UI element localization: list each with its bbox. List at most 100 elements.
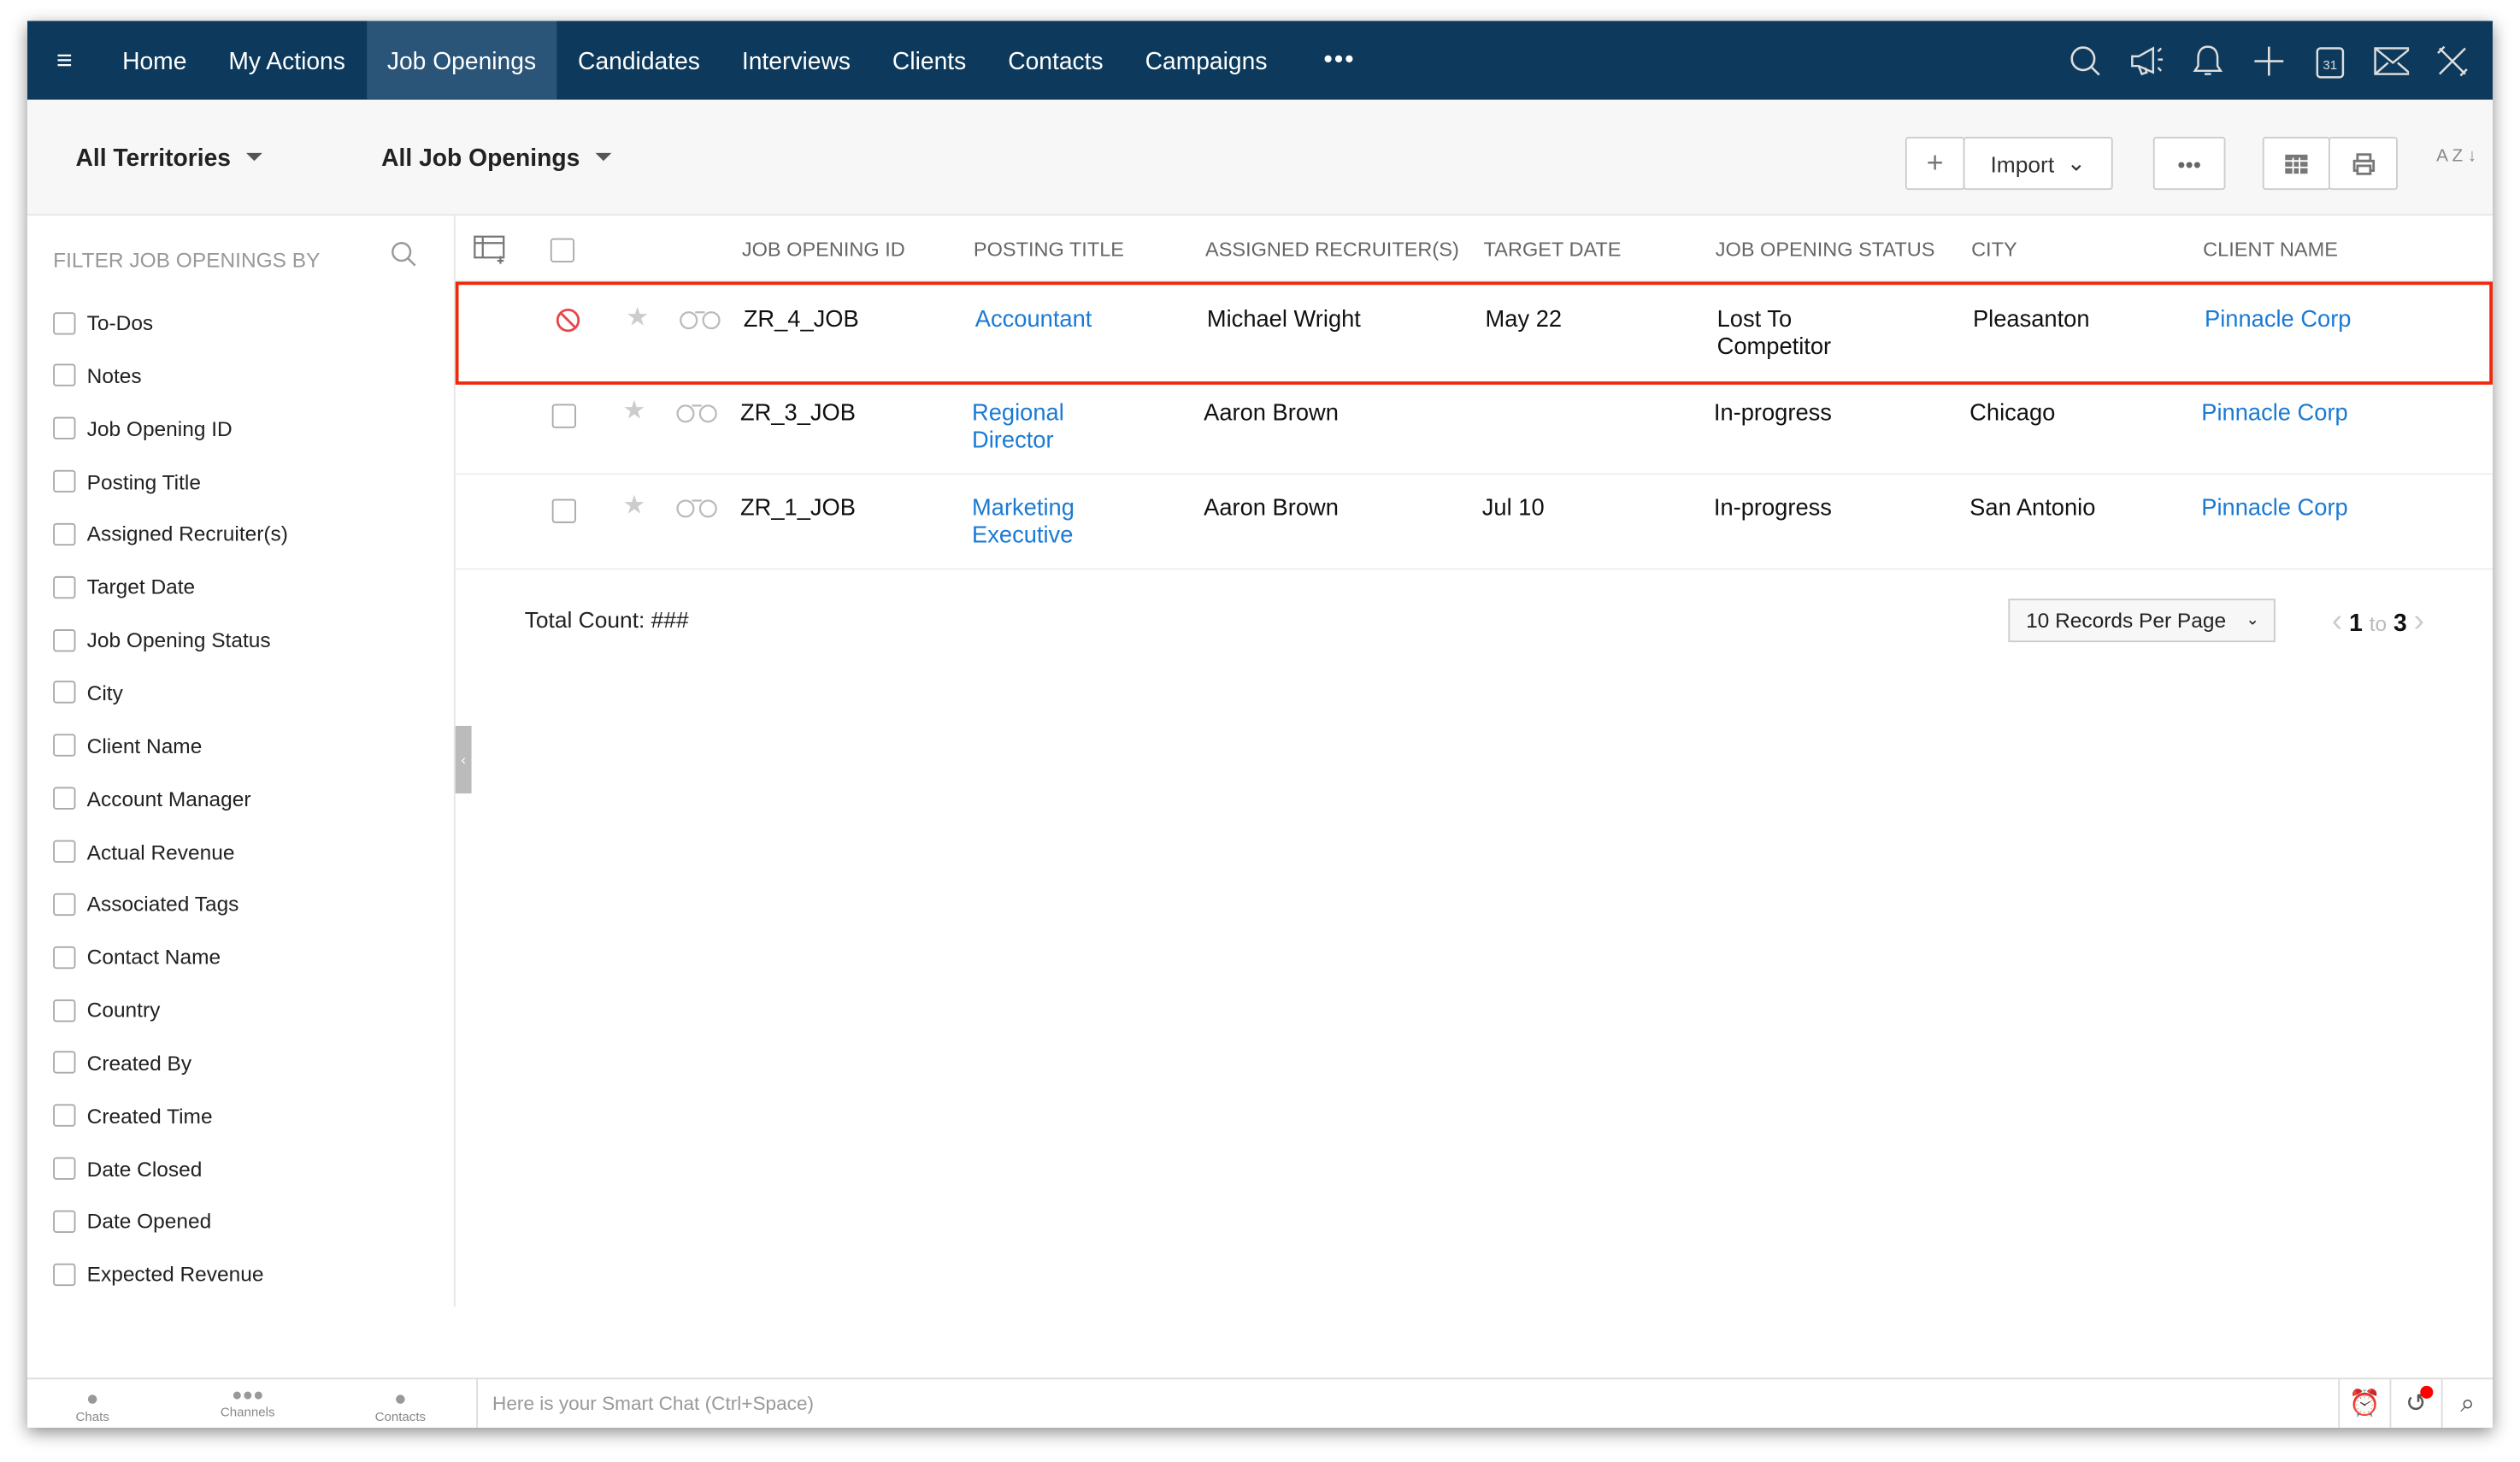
filter-checkbox[interactable]	[53, 628, 76, 651]
view-dropdown[interactable]: All Job Openings	[381, 144, 612, 172]
column-header-job-opening-id[interactable]: JOB OPENING ID	[741, 238, 905, 261]
filter-checkbox[interactable]	[53, 1104, 76, 1128]
table-view-button[interactable]	[2262, 137, 2330, 191]
filter-checkbox[interactable]	[53, 575, 76, 598]
filter-checkbox[interactable]	[53, 681, 76, 704]
import-button[interactable]: Import ⌄	[1963, 137, 2113, 191]
tab-home[interactable]: Home	[122, 48, 187, 76]
client-name-link[interactable]: Pinnacle Corp	[2201, 400, 2348, 427]
table-row[interactable]: ★ ZR_3_JOB Regional Director Aaron Brown In-…	[455, 378, 2493, 475]
plus-icon[interactable]	[2252, 43, 2287, 78]
filter-checkbox[interactable]	[53, 311, 76, 334]
filter-item[interactable]: Created Time	[53, 1104, 213, 1128]
filter-checkbox[interactable]	[53, 1263, 76, 1286]
star-icon[interactable]: ★	[622, 492, 646, 521]
filter-checkbox[interactable]	[53, 840, 76, 864]
filter-checkbox[interactable]	[53, 1210, 76, 1233]
tab-campaigns[interactable]: Campaigns	[1145, 48, 1268, 76]
row-checkbox[interactable]	[551, 404, 576, 428]
megaphone-icon[interactable]	[2129, 43, 2164, 78]
filter-item[interactable]: Actual Revenue	[53, 840, 234, 864]
filter-item[interactable]: Date Closed	[53, 1157, 202, 1181]
filter-item[interactable]: Expected Revenue	[53, 1262, 263, 1287]
history-icon[interactable]: ↺	[2389, 1379, 2441, 1428]
chats-button[interactable]: ● Chats	[75, 1386, 109, 1424]
filter-checkbox[interactable]	[53, 734, 76, 758]
channels-button[interactable]: ●●● Channels	[221, 1386, 275, 1420]
next-page-icon[interactable]: ›	[2413, 603, 2425, 640]
filter-item[interactable]: Posting Title	[53, 469, 201, 493]
sort-button[interactable]: A Z ↓	[2436, 146, 2477, 166]
print-button[interactable]	[2328, 137, 2398, 191]
filter-checkbox[interactable]	[53, 946, 76, 969]
filter-item[interactable]: Account Manager	[53, 787, 250, 811]
menu-icon[interactable]: ≡	[56, 44, 73, 75]
client-name-link[interactable]: Pinnacle Corp	[2205, 307, 2352, 333]
smart-chat-input[interactable]: Here is your Smart Chat (Ctrl+Space)	[476, 1379, 2343, 1428]
table-row[interactable]: ★ ZR_4_JOB Accountant Michael Wright May 22 L…	[455, 281, 2493, 385]
column-header-client-name[interactable]: CLIENT NAME	[2203, 238, 2338, 261]
binoculars-icon[interactable]	[676, 498, 718, 518]
filter-checkbox[interactable]	[53, 893, 76, 916]
client-name-link[interactable]: Pinnacle Corp	[2201, 495, 2348, 522]
filter-item[interactable]: To-Dos	[53, 310, 153, 335]
records-per-page-select[interactable]: 10 Records Per Page ⌄	[2008, 598, 2276, 643]
binoculars-icon[interactable]	[679, 309, 721, 330]
table-row[interactable]: ★ ZR_1_JOB Marketing Executive Aaron Brown J…	[455, 473, 2493, 570]
column-header-target-date[interactable]: TARGET DATE	[1483, 238, 1622, 261]
contacts-button[interactable]: ● Contacts	[375, 1386, 426, 1424]
tab-my-actions[interactable]: My Actions	[228, 48, 345, 76]
tab-interviews[interactable]: Interviews	[741, 48, 851, 76]
filter-checkbox[interactable]	[53, 522, 76, 545]
tab-clients[interactable]: Clients	[892, 48, 967, 76]
filter-checkbox[interactable]	[53, 999, 76, 1022]
alarm-icon[interactable]: ⏰	[2338, 1379, 2389, 1428]
column-header-posting-title[interactable]: POSTING TITLE	[973, 238, 1125, 261]
filter-item[interactable]: Client Name	[53, 734, 202, 758]
bell-icon[interactable]	[2190, 43, 2225, 78]
search-icon[interactable]: ⌕	[2441, 1379, 2493, 1428]
filter-checkbox[interactable]	[53, 469, 76, 493]
filter-item[interactable]: City	[53, 681, 123, 704]
tab-candidates[interactable]: Candidates	[578, 48, 700, 76]
posting-title-link[interactable]: Regional Director	[972, 400, 1064, 454]
posting-title-link[interactable]: Accountant	[974, 307, 1092, 333]
filter-item[interactable]: Target Date	[53, 575, 195, 599]
star-icon[interactable]: ★	[622, 397, 646, 425]
row-checkbox[interactable]	[551, 498, 576, 523]
previous-page-icon[interactable]: ‹	[2331, 603, 2343, 640]
select-all-checkbox[interactable]	[550, 238, 575, 262]
filter-checkbox[interactable]	[53, 1157, 76, 1181]
filter-item[interactable]: Notes	[53, 363, 142, 387]
filter-item[interactable]: Assigned Recruiter(s)	[53, 522, 288, 546]
more-actions-button[interactable]: •••	[2152, 137, 2226, 191]
collapse-sidebar-handle[interactable]: ‹	[455, 726, 472, 794]
filter-checkbox[interactable]	[53, 1052, 76, 1075]
filter-checkbox[interactable]	[53, 787, 76, 811]
star-icon[interactable]: ★	[626, 304, 650, 332]
add-button[interactable]: +	[1905, 137, 1965, 191]
filter-item[interactable]: Associated Tags	[53, 893, 238, 917]
filter-checkbox[interactable]	[53, 416, 76, 440]
filter-item[interactable]: Job Opening ID	[53, 416, 233, 440]
filter-item[interactable]: Country	[53, 998, 160, 1022]
search-icon[interactable]	[2068, 43, 2103, 78]
column-header-assigned-recruiters[interactable]: ASSIGNED RECRUITER(S)	[1204, 238, 1459, 261]
filter-item[interactable]: Created By	[53, 1051, 191, 1075]
calendar-icon[interactable]: 31	[2312, 43, 2347, 78]
column-header-city[interactable]: CITY	[1971, 238, 2017, 261]
filter-checkbox[interactable]	[53, 364, 76, 387]
search-icon[interactable]	[391, 241, 416, 267]
posting-title-link[interactable]: Marketing Executive	[972, 495, 1075, 549]
filter-item[interactable]: Date Opened	[53, 1210, 211, 1234]
territory-dropdown[interactable]: All Territories	[75, 144, 263, 172]
filter-item[interactable]: Contact Name	[53, 945, 221, 970]
tab-job-openings[interactable]: Job Openings	[366, 21, 557, 100]
mail-icon[interactable]	[2374, 43, 2410, 78]
filter-item[interactable]: Job Opening Status	[53, 628, 271, 652]
tools-icon[interactable]	[2435, 43, 2470, 78]
column-chooser-icon[interactable]	[473, 235, 508, 264]
tab-contacts[interactable]: Contacts	[1008, 48, 1104, 76]
binoculars-icon[interactable]	[676, 403, 718, 423]
column-header-job-opening-status[interactable]: JOB OPENING STATUS	[1715, 238, 1935, 261]
